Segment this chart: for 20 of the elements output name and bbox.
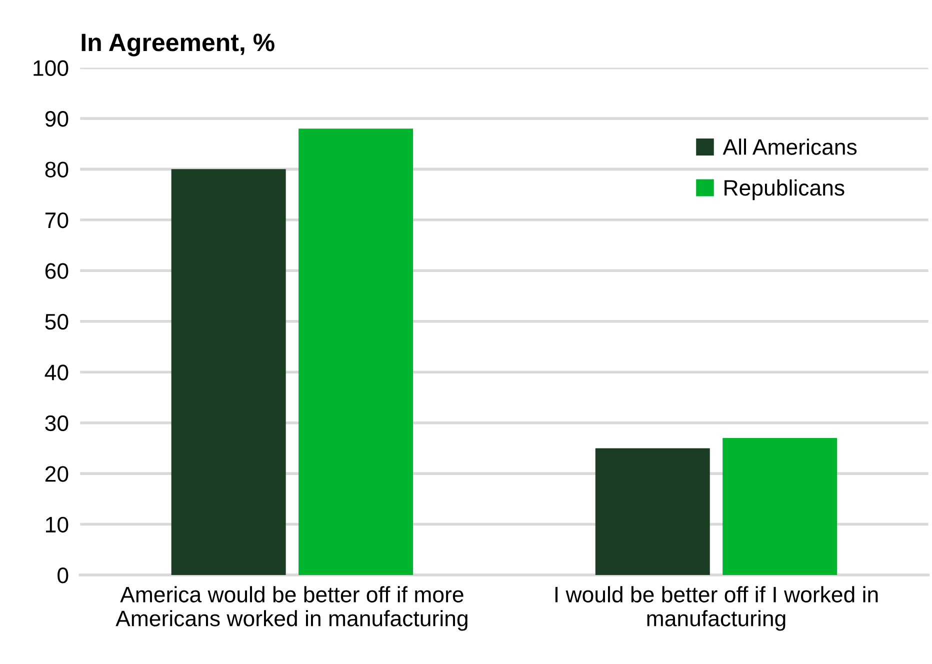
- y-tick-label: 40: [44, 364, 68, 380]
- legend-label: Republicans: [724, 179, 844, 200]
- y-tick-label: 10: [46, 516, 68, 533]
- y-tick-label: 70: [45, 212, 68, 228]
- bar: [298, 128, 414, 576]
- y-tick-label: 80: [45, 162, 68, 178]
- x-tick-label: I would be better off if I worked in manufacturing: [555, 586, 878, 631]
- bar: [595, 448, 710, 576]
- y-tick-label: 50: [45, 314, 68, 330]
- y-tick-label: 60: [45, 263, 68, 279]
- x-tick-label: America would be better off if more Americans worked in manufacturing: [116, 586, 468, 631]
- y-tick-label: 20: [45, 466, 68, 482]
- bar: [171, 169, 286, 576]
- y-tick-label: 90: [45, 110, 68, 127]
- chart-title: In Agreement, %: [82, 34, 274, 56]
- bar: [722, 438, 838, 576]
- y-tick-label: 100: [34, 60, 68, 76]
- legend-label: All Americans: [722, 138, 857, 155]
- y-tick-label: 0: [58, 568, 68, 584]
- y-tick-label: 30: [45, 415, 68, 432]
